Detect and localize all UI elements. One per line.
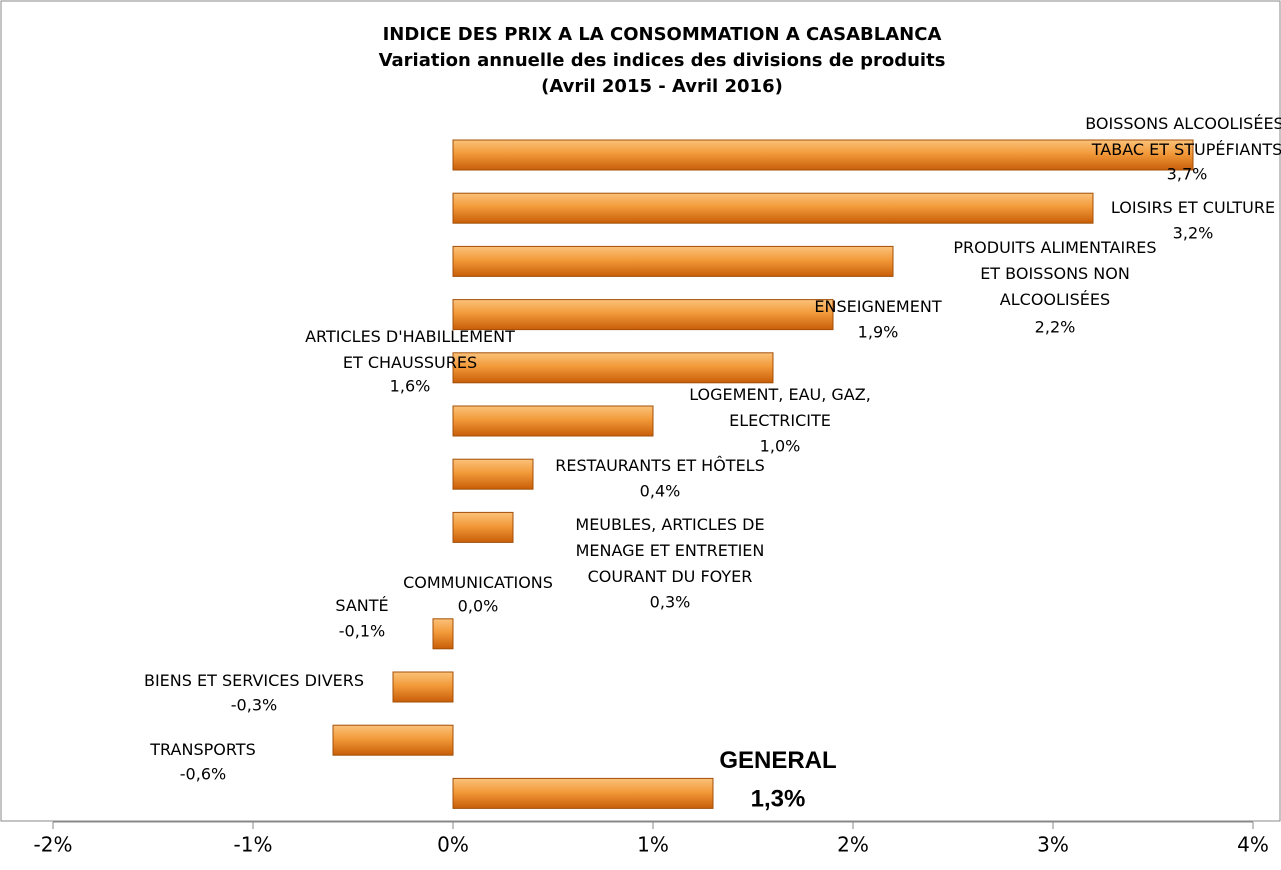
bar <box>452 139 1194 171</box>
bar <box>452 405 654 437</box>
x-tick-label: -2% <box>34 833 73 857</box>
category-label: SANTÉ <box>335 596 388 615</box>
value-label: 0,3% <box>650 593 691 612</box>
frame <box>0 0 1281 822</box>
bar <box>432 618 454 650</box>
bar <box>452 192 1094 224</box>
bar <box>452 352 774 384</box>
value-label: 1,9% <box>858 323 899 342</box>
category-label: PRODUITS ALIMENTAIRES ET BOISSONS NON ALCO… <box>953 238 1156 309</box>
value-label: 1,0% <box>760 437 801 456</box>
value-label: 1,6% <box>390 377 431 396</box>
category-label: ARTICLES D'HABILLEMENT ET CHAUSSURES <box>305 327 515 372</box>
value-label: 0,0% <box>458 597 499 616</box>
category-label: BOISSONS ALCOOLISÉES, TABAC ET STUPÉFIANT… <box>1085 114 1281 159</box>
bar <box>452 777 714 809</box>
bar <box>452 245 894 277</box>
category-label: GENERAL <box>719 747 836 774</box>
x-tick-label: 2% <box>837 833 869 857</box>
category-label: LOISIRS ET CULTURE <box>1111 198 1275 217</box>
bar <box>452 511 514 543</box>
value-label: 0,4% <box>640 482 681 501</box>
bar <box>452 299 834 331</box>
x-tick-label: 1% <box>637 833 669 857</box>
category-label: LOGEMENT, EAU, GAZ, ELECTRICITE <box>689 385 871 430</box>
value-label: 2,2% <box>1035 318 1076 337</box>
category-label: ENSEIGNEMENT <box>814 297 941 316</box>
x-tick-label: 4% <box>1237 833 1269 857</box>
value-label: -0,3% <box>231 696 277 715</box>
value-label: 3,2% <box>1173 224 1214 243</box>
chart-subtitle: Variation annuelle des indices des divis… <box>379 50 946 71</box>
category-label: MEUBLES, ARTICLES DE MENAGE ET ENTRETIEN C… <box>575 515 764 586</box>
value-label: -0,1% <box>339 622 385 641</box>
x-tick-label: -1% <box>234 833 273 857</box>
bar <box>392 671 454 703</box>
x-tick-label: 0% <box>437 833 469 857</box>
bar <box>332 724 454 756</box>
category-label: COMMUNICATIONS <box>403 573 553 592</box>
value-label: -0,6% <box>180 765 226 784</box>
chart-subtitle: (Avril 2015 - Avril 2016) <box>541 76 783 97</box>
bar <box>452 458 534 490</box>
chart-title: INDICE DES PRIX A LA CONSOMMATION A CASA… <box>383 24 942 45</box>
category-label: RESTAURANTS ET HÔTELS <box>555 456 765 475</box>
value-label: 3,7% <box>1167 165 1208 184</box>
value-label: 1,3% <box>751 785 806 812</box>
x-tick-label: 3% <box>1037 833 1069 857</box>
category-label: BIENS ET SERVICES DIVERS <box>144 671 364 690</box>
category-label: TRANSPORTS <box>149 740 255 759</box>
